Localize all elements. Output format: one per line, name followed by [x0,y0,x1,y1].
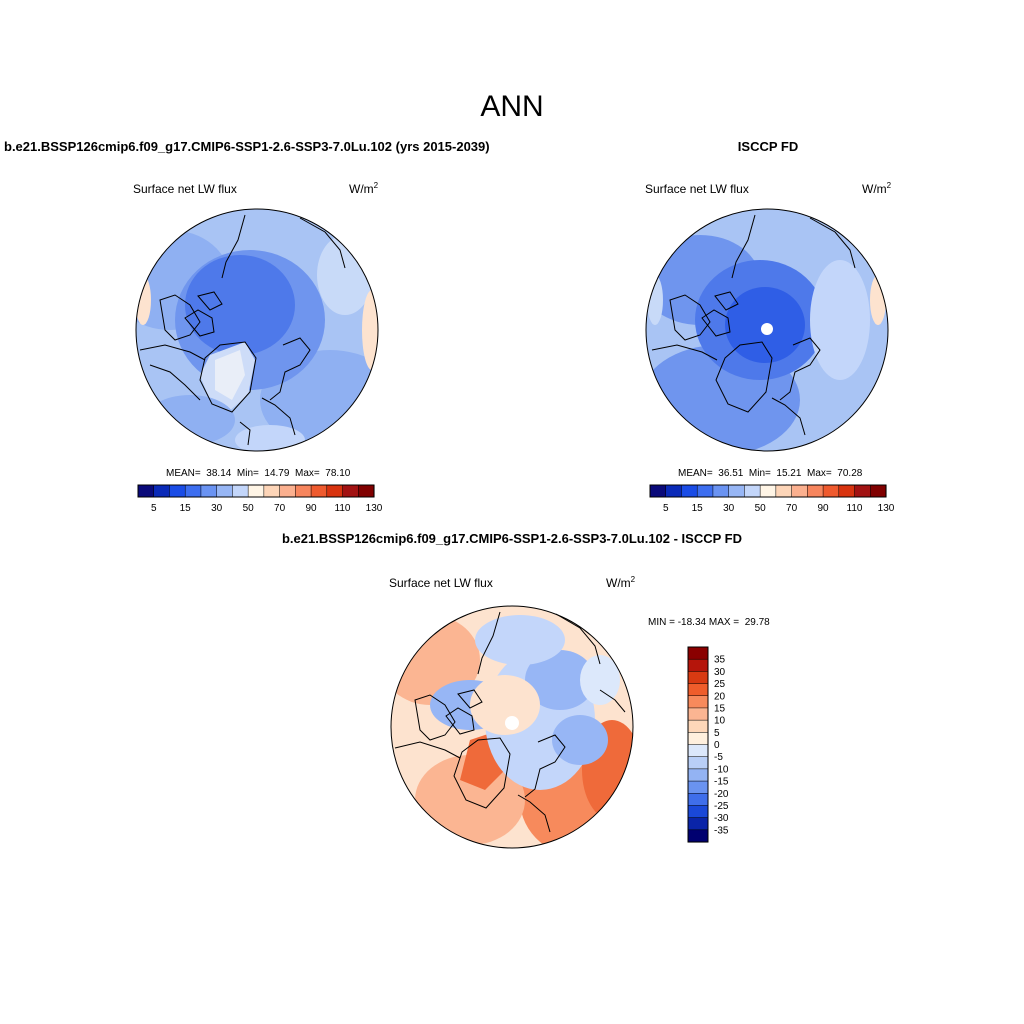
colorbar-1-swatch [247,484,265,498]
colorbar-3-swatch [687,719,709,733]
colorbar-2-swatch [744,484,761,498]
panel-2-title: ISCCP FD [737,139,799,154]
colorbar-1-tick-label: 90 [306,503,318,514]
colorbar-1-swatch [153,484,171,498]
colorbar-2-swatch [838,484,856,498]
colorbar-3-swatch [687,817,709,831]
panel-1-units: W/m2 [349,181,379,197]
colorbar-1-swatch [232,484,249,498]
colorbar-2-swatch [665,484,683,498]
colorbar-3-tick-label: 5 [714,728,720,739]
colorbar-2-tick-label: 30 [723,503,735,514]
colorbar-1-swatch [279,484,296,498]
colorbar-3-tick-label: 10 [714,716,726,727]
colorbar-2-swatch [775,484,793,498]
colorbar-2-swatch [681,484,698,498]
panel-1-colorbar: 5 15 30 50 70 90 110 130 [137,484,383,514]
panel-3-units: W/m2 [606,575,636,591]
colorbar-1-swatch [310,484,328,498]
colorbar-3-tick-label: 30 [714,667,726,678]
colorbar-1-swatch [295,484,312,498]
colorbar-2-tick-label: 50 [755,503,767,514]
colorbar-1-swatch [326,484,344,498]
colorbar-2-tick-label: 15 [692,503,704,514]
colorbar-3-tick-label: 25 [714,679,726,690]
colorbar-1-swatch [200,484,218,498]
panel-2-map: 5 15 30 50 70 90 110 130 [645,208,895,514]
colorbar-2-swatch [854,484,871,498]
colorbar-3-tick-label: 0 [714,740,720,751]
panel-1-variable-label: Surface net LW flux [133,182,237,196]
colorbar-2-tick-label: 90 [818,503,830,514]
panel-2-units: W/m2 [862,181,892,197]
colorbar-2-swatch [870,484,887,498]
colorbar-2-swatch [728,484,745,498]
panel-3-title: b.e21.BSSP126cmip6.f09_g17.CMIP6-SSP1-2.… [281,531,742,546]
panel-1-title: b.e21.BSSP126cmip6.f09_g17.CMIP6-SSP1-2.… [4,139,490,154]
colorbar-1-swatch [216,484,233,498]
colorbar-1-swatch [358,484,375,498]
colorbar-3-swatch [687,683,709,697]
colorbar-1-tick-label: 50 [243,503,255,514]
panel-1-map: 5 15 30 50 70 90 110 130 [135,208,383,514]
colorbar-3-swatch [687,671,709,685]
colorbar-3-tick-label: 20 [714,691,726,702]
colorbar-1-tick-label: 110 [335,503,351,514]
colorbar-3-tick-label: 35 [714,655,726,666]
colorbar-3-tick-label: -5 [714,752,723,763]
colorbar-2-swatch [712,484,730,498]
colorbar-3-swatch [687,744,709,758]
colorbar-1-tick-label: 70 [274,503,286,514]
colorbar-2-swatch [696,484,714,498]
panel-3-variable-label: Surface net LW flux [389,576,493,590]
colorbar-3-swatch [687,805,709,819]
colorbar-3-swatch [687,732,709,746]
colorbar-3-swatch [687,768,709,782]
colorbar-2-swatch [822,484,840,498]
colorbar-3-swatch [687,707,709,721]
panel-3-stats: MIN = -18.34 MAX = 29.78 [648,617,770,628]
colorbar-1-tick-label: 15 [180,503,192,514]
colorbar-2-swatch [807,484,824,498]
colorbar-1-tick-label: 5 [151,503,157,514]
colorbar-2-swatch [759,484,777,498]
colorbar-3-swatch [687,646,709,660]
colorbar-3-tick-label: 15 [714,703,726,714]
colorbar-2-swatch [649,484,667,498]
figure-title: ANN [480,90,544,123]
colorbar-3-tick-label: -25 [714,801,729,812]
panel-2-colorbar: 5 15 30 50 70 90 110 130 [649,484,895,514]
colorbar-1-tick-label: 130 [366,503,383,514]
colorbar-2-swatch [791,484,808,498]
colorbar-1-swatch [342,484,359,498]
colorbar-3-tick-label: -15 [714,777,729,788]
colorbar-3-tick-label: -10 [714,764,729,775]
colorbar-3-swatch [687,658,709,672]
colorbar-3-swatch [687,793,709,806]
colorbar-1-swatch [169,484,186,498]
colorbar-1-swatch [137,484,155,498]
colorbar-1-swatch [263,484,281,498]
colorbar-2-tick-label: 5 [663,503,669,514]
panel-2-stats: MEAN= 36.51 Min= 15.21 Max= 70.28 [678,468,863,479]
colorbar-2-tick-label: 70 [786,503,798,514]
colorbar-3-swatch [687,695,709,709]
panel-1-stats: MEAN= 38.14 Min= 14.79 Max= 78.10 [166,468,351,479]
colorbar-3-tick-label: -30 [714,813,729,824]
colorbar-2-tick-label: 130 [878,503,895,514]
colorbar-1-swatch [184,484,202,498]
colorbar-2-tick-label: 110 [847,503,863,514]
colorbar-3-swatch [687,829,709,843]
colorbar-3-swatch [687,780,709,794]
colorbar-3-tick-label: -20 [714,789,729,800]
colorbar-3-swatch [687,756,709,770]
panel-2-variable-label: Surface net LW flux [645,182,749,196]
colorbar-1-tick-label: 30 [211,503,223,514]
colorbar-3-tick-label: -35 [714,825,729,836]
